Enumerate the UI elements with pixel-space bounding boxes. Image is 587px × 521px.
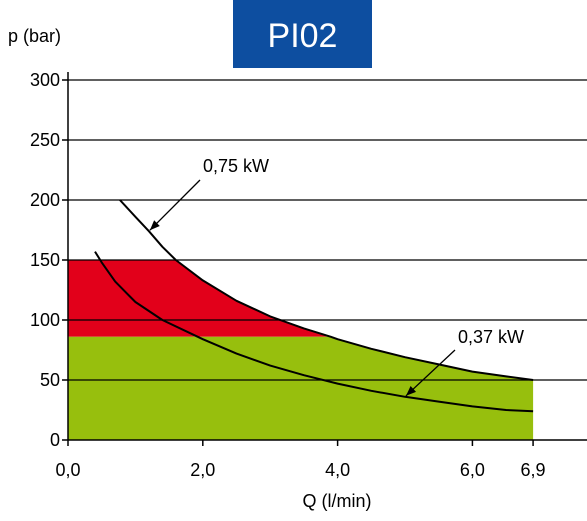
y-tick-label: 100: [30, 310, 60, 330]
curve-series-1: [94, 251, 534, 413]
y-tick-label: 150: [30, 250, 60, 270]
x-tick-label: 2,0: [190, 460, 215, 480]
curve-label-series-1: 0,37 kW: [458, 327, 524, 347]
x-axis-label: Q (l/min): [303, 491, 372, 511]
operating-zones: [68, 260, 534, 440]
x-tick-label: 0,0: [55, 460, 80, 480]
annotation-arrow-line: [405, 349, 456, 397]
green-zone-area: [68, 336, 534, 440]
curve-label-series-0: 0,75 kW: [203, 156, 269, 176]
y-tick-label: 300: [30, 70, 60, 90]
gridlines: [68, 79, 587, 381]
annotation-arrowhead: [406, 386, 417, 396]
curve-annotations: 0,75 kW 0,37 kW: [149, 156, 524, 397]
x-tick-label: 6,0: [460, 460, 485, 480]
y-axis-label: p (bar): [8, 26, 61, 46]
title-box: [233, 0, 372, 68]
y-tick-label: 250: [30, 130, 60, 150]
red-zone-area: [68, 260, 331, 337]
y-tick-label: 50: [40, 370, 60, 390]
y-tick-label: 0: [50, 430, 60, 450]
annotation-arrow-line: [149, 179, 201, 231]
chart-title: PI02: [268, 17, 338, 55]
x-tick-label: 4,0: [325, 460, 350, 480]
power-curves: [94, 199, 534, 413]
curve-series-0: [119, 199, 534, 381]
x-tick-label: 6,9: [521, 460, 546, 480]
axes: 0 50 100 150 200 250 300 0,0 2,0 4,0 6,0 6,9: [30, 70, 587, 480]
annotation-arrowhead: [149, 220, 160, 231]
y-tick-label: 200: [30, 190, 60, 210]
